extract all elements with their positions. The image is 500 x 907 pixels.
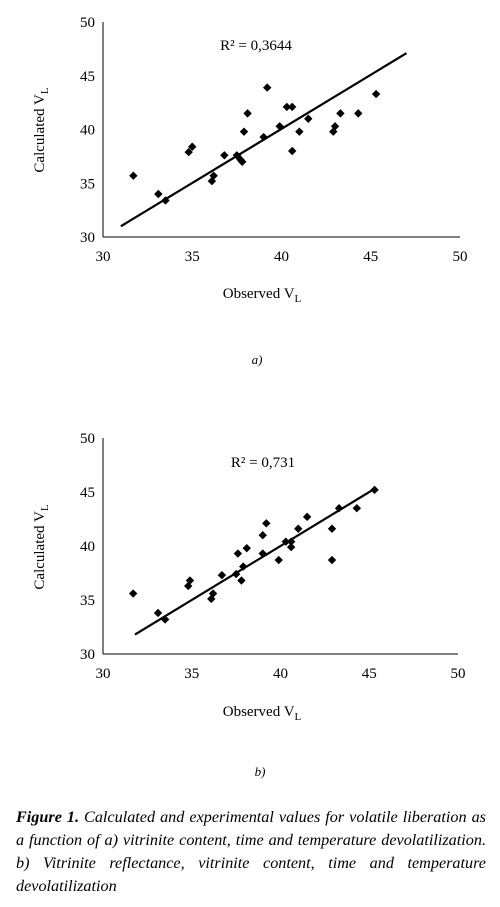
y-tick-label: 50 <box>80 431 95 447</box>
data-point <box>288 146 297 156</box>
y-ticks: 30 35 40 45 50 <box>80 15 95 246</box>
x-ticks: 30 35 40 45 50 <box>96 666 466 682</box>
y-tick-label: 35 <box>80 593 95 609</box>
data-point <box>153 608 163 618</box>
caption-label: Figure 1. <box>16 808 80 826</box>
figure-canvas: 30 35 40 45 50 30 35 40 45 50 R² = 0,3644 Observ… <box>32 15 468 779</box>
x-tick-label: 40 <box>273 666 288 682</box>
y-axis-title: Calculated VL <box>32 87 51 172</box>
data-point <box>262 519 271 528</box>
panel-label-a: a) <box>252 352 263 367</box>
data-point <box>220 151 229 160</box>
data-point <box>327 555 337 565</box>
x-tick-label: 35 <box>185 249 200 265</box>
data-point <box>304 114 313 123</box>
data-point <box>238 157 247 166</box>
x-tick-label: 45 <box>362 666 377 682</box>
y-tick-label: 45 <box>80 69 95 85</box>
data-point <box>263 83 272 92</box>
data-point <box>185 576 195 585</box>
data-point <box>237 576 246 585</box>
data-point <box>243 109 252 118</box>
data-point <box>154 189 163 199</box>
chart-a: 30 35 40 45 50 30 35 40 45 50 R² = 0,3644 Observ… <box>32 15 468 367</box>
data-point <box>336 109 345 118</box>
data-point <box>274 555 283 565</box>
r-squared-annotation: R² = 0,3644 <box>220 38 292 54</box>
y-ticks: 30 35 40 45 50 <box>80 431 95 663</box>
data-point <box>354 109 363 118</box>
x-axis-title: Observed VL <box>223 286 302 305</box>
y-tick-label: 50 <box>80 15 95 31</box>
data-point <box>294 524 303 533</box>
x-ticks: 30 35 40 45 50 <box>96 249 468 265</box>
panel-label-b: b) <box>255 764 266 779</box>
data-point <box>129 171 138 180</box>
y-tick-label: 40 <box>80 539 95 555</box>
data-point <box>330 122 340 131</box>
y-tick-label: 30 <box>80 230 95 246</box>
data-point <box>286 542 296 552</box>
trendline <box>134 487 376 636</box>
data-point <box>282 102 292 112</box>
data-point <box>160 615 170 624</box>
y-tick-label: 35 <box>80 176 95 192</box>
data-point <box>258 531 267 540</box>
data-point <box>286 537 296 546</box>
x-axis-title: Observed VL <box>223 704 302 723</box>
x-tick-label: 50 <box>451 666 466 682</box>
data-point <box>217 570 227 580</box>
r-squared-annotation: R² = 0,731 <box>231 455 295 471</box>
data-point <box>295 127 304 136</box>
x-tick-label: 30 <box>96 666 111 682</box>
data-point <box>188 142 197 151</box>
x-tick-label: 50 <box>453 249 468 265</box>
data-point <box>128 589 138 598</box>
x-tick-label: 40 <box>274 249 289 265</box>
data-point <box>233 549 243 558</box>
trendline <box>120 52 408 228</box>
data-point <box>288 102 297 112</box>
y-tick-label: 30 <box>80 647 95 663</box>
data-point <box>327 524 337 533</box>
data-points <box>129 83 381 205</box>
caption-text: Calculated and experimental values for v… <box>16 808 486 895</box>
data-point <box>302 512 312 522</box>
data-point <box>352 504 362 513</box>
data-point <box>371 89 381 99</box>
y-tick-label: 40 <box>80 123 95 139</box>
data-point <box>184 581 193 591</box>
y-tick-label: 45 <box>80 485 95 501</box>
data-point <box>207 594 216 604</box>
data-point <box>208 589 218 598</box>
data-point <box>239 127 249 136</box>
data-point <box>209 171 218 180</box>
chart-b: 30 35 40 45 50 30 35 40 45 50 R² = 0,731 Observe… <box>32 431 466 779</box>
y-axis-title: Calculated VL <box>32 504 51 589</box>
x-tick-label: 30 <box>96 249 111 265</box>
figure-caption: Figure 1. Calculated and experimental va… <box>16 806 486 898</box>
data-point <box>184 147 193 157</box>
data-point <box>242 543 251 553</box>
data-point <box>258 549 267 558</box>
x-tick-label: 35 <box>184 666 199 682</box>
x-tick-label: 45 <box>363 249 378 265</box>
data-points <box>128 485 379 624</box>
